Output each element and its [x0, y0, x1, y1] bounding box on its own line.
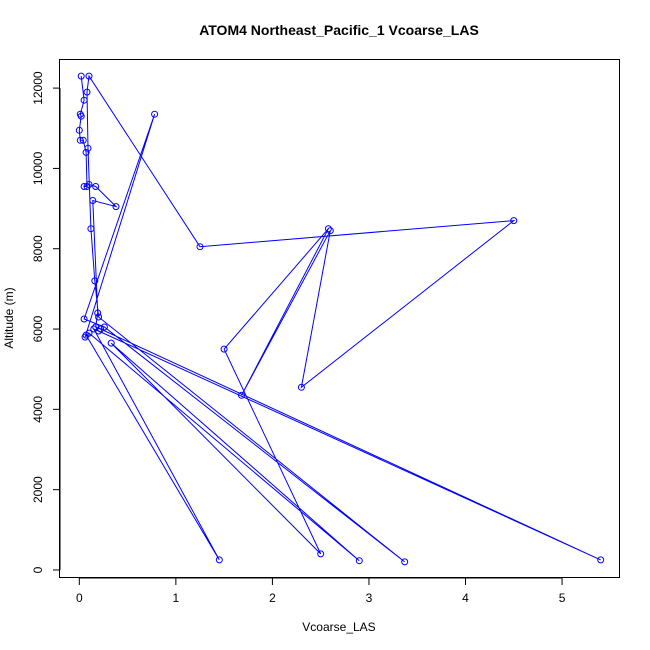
data-point [597, 556, 605, 564]
data-point [77, 72, 85, 80]
y-tick-label: 6000 [31, 315, 45, 342]
chart-title: ATOM4 Northeast_Pacific_1 Vcoarse_LAS [199, 22, 479, 38]
data-point [83, 183, 91, 190]
y-tick-label: 0 [31, 566, 45, 573]
data-point [80, 315, 88, 323]
y-axis-label: Altitude (m) [2, 287, 16, 348]
data-point [94, 309, 102, 317]
data-point [85, 329, 93, 337]
data-point [510, 217, 518, 225]
data-point [79, 136, 87, 144]
x-tick-label: 4 [462, 591, 469, 605]
series-lines [78, 74, 601, 563]
x-tick-label: 3 [366, 591, 373, 605]
x-tick-label: 2 [269, 591, 276, 605]
data-point [97, 325, 105, 333]
data-point [75, 126, 83, 134]
data-point [85, 72, 93, 80]
data-point [220, 345, 228, 353]
data-point [297, 383, 305, 391]
x-tick-label: 1 [173, 591, 180, 605]
data-point [107, 339, 115, 347]
y-tick-label: 2000 [31, 476, 45, 503]
x-axis: 0 1 2 3 4 5 [76, 577, 566, 605]
series-points [75, 72, 605, 566]
y-tick-label: 8000 [31, 235, 45, 262]
data-point [85, 181, 93, 188]
data-point [355, 557, 363, 565]
data-point [84, 144, 92, 152]
data-point [89, 197, 97, 204]
data-point [326, 227, 334, 235]
data-point [81, 333, 89, 341]
data-point [82, 148, 90, 156]
y-tick-label: 10000 [31, 151, 45, 185]
y-tick-label: 4000 [31, 396, 45, 423]
plot-frame [59, 59, 620, 578]
data-point [215, 556, 223, 564]
series-line [78, 74, 601, 563]
data-point [196, 243, 204, 251]
data-point [317, 550, 325, 558]
data-point [80, 96, 88, 104]
y-axis: 0 2000 4000 6000 8000 10000 12000 [31, 71, 61, 573]
x-tick-label: 5 [559, 591, 566, 605]
data-point [324, 225, 332, 233]
data-point [100, 323, 108, 331]
data-point [112, 203, 120, 211]
data-point [87, 225, 95, 233]
y-tick-label: 12000 [31, 71, 45, 105]
data-point [95, 313, 103, 321]
x-tick-label: 0 [76, 591, 83, 605]
data-point [90, 325, 98, 333]
data-point [91, 277, 99, 285]
data-point [238, 391, 245, 399]
data-point [83, 88, 91, 96]
data-point [401, 558, 409, 566]
data-point [92, 183, 100, 190]
data-point [151, 110, 159, 118]
data-point [77, 112, 85, 120]
data-point [76, 136, 84, 144]
x-axis-label: Vcoarse_LAS [302, 620, 375, 634]
